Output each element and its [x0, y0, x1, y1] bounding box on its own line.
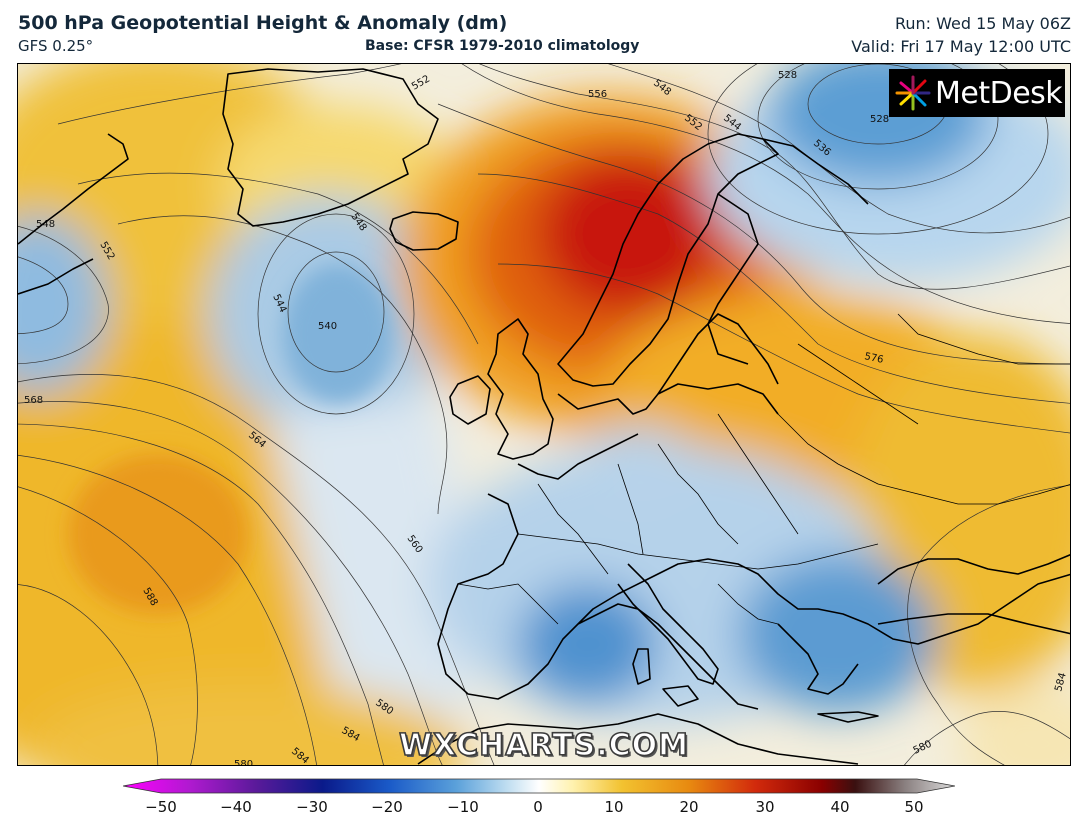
colorbar-tick: −40 [220, 798, 252, 816]
wxcharts-watermark: WXCHARTS.COM [398, 727, 690, 764]
model-label: GFS 0.25° [18, 37, 94, 55]
country-borders [457, 313, 1070, 625]
colorbar-tick: −20 [371, 798, 403, 816]
chart-title: 500 hPa Geopotential Height & Anomaly (d… [18, 12, 508, 34]
contour-label: 556 [588, 89, 607, 100]
europe-coast [437, 383, 1070, 710]
sardinia-coast [632, 648, 651, 685]
ireland-coast [449, 375, 491, 425]
greece-coast [777, 623, 859, 695]
britain-coast [487, 318, 554, 460]
finland-coast [707, 193, 759, 365]
contour-label: 576 [863, 351, 884, 366]
contour-label: 528 [778, 70, 797, 81]
contour-label: 548 [36, 219, 55, 230]
height-contours [18, 64, 1070, 765]
anomaly-map: 528 528 536 544 548 548 548 552 552 552 … [18, 64, 1070, 766]
map-panel[interactable]: 528 528 536 544 548 548 548 552 552 552 … [17, 63, 1071, 766]
sicily-coast [662, 685, 699, 707]
baltic-coast [657, 313, 779, 395]
metdesk-logo: MetDesk [889, 69, 1065, 117]
contour-label: 584 [1053, 671, 1069, 692]
kola-coast [762, 138, 869, 205]
metdesk-pinwheel-icon [895, 75, 931, 111]
climatology-base-label: Base: CFSR 1979-2010 climatology [365, 38, 640, 54]
coastlines [18, 68, 1070, 765]
anomaly-shading [18, 64, 1070, 765]
colorbar-tick: 30 [755, 798, 775, 816]
norway-coast [557, 133, 779, 387]
blacksea-coast [877, 553, 1070, 585]
colorbar-tick: −30 [296, 798, 328, 816]
crete-coast [817, 711, 879, 723]
valid-time-label: Valid: Fri 17 May 12:00 UTC [851, 37, 1071, 56]
colorbar-tick: −10 [447, 798, 479, 816]
contour-label: 580 [234, 759, 253, 766]
contour-label: 540 [318, 321, 337, 332]
iceland-coast [389, 211, 459, 251]
metdesk-logo-text: MetDesk [935, 75, 1063, 111]
greenland-coast [222, 68, 439, 227]
italy-coast [617, 563, 719, 685]
anomaly-colorbar [123, 778, 955, 794]
colorbar-tick: 50 [904, 798, 924, 816]
colorbar-tick: 40 [830, 798, 850, 816]
africa-coast [417, 713, 859, 765]
colorbar-tick: −50 [145, 798, 177, 816]
colorbar-tick: 10 [604, 798, 624, 816]
contour-label: 528 [870, 114, 889, 125]
run-time-label: Run: Wed 15 May 06Z [894, 14, 1071, 33]
colorbar-tick: 20 [679, 798, 699, 816]
contour-label: 568 [24, 395, 43, 406]
colorbar-tick: 0 [533, 798, 543, 816]
canada-coast [18, 133, 129, 245]
